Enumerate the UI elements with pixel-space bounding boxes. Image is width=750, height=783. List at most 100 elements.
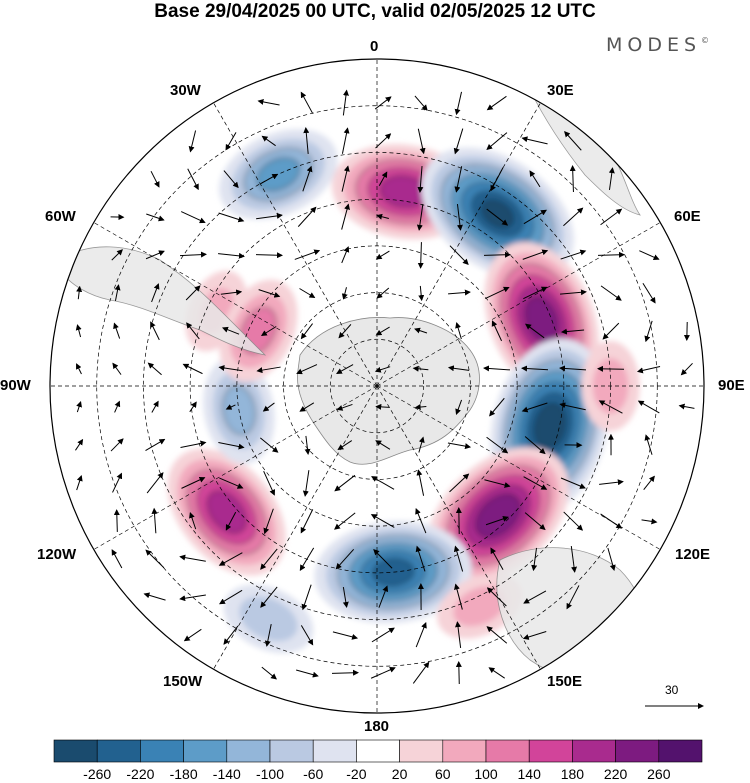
parallel-circle — [143, 152, 611, 620]
wind-vector-arrow — [416, 469, 425, 496]
wind-vector-arrow — [416, 204, 424, 231]
wind-vector-arrow — [418, 285, 425, 302]
colorbar-tick-label: -220 — [126, 766, 155, 782]
wind-vector-arrow — [490, 547, 504, 570]
wind-vector-arrow — [183, 628, 202, 642]
parallel-circle — [189, 198, 565, 574]
colorbar-cell — [442, 739, 487, 763]
wind-vector-arrow — [559, 402, 586, 411]
colorbar-cell — [615, 739, 660, 763]
wind-vector-arrow — [455, 322, 462, 340]
colorbar-tick-label: 140 — [517, 766, 541, 782]
wind-vector-arrow — [448, 289, 471, 296]
wind-vector-arrow — [335, 548, 355, 570]
wind-vector-arrow — [607, 547, 616, 571]
wind-vector-arrow — [374, 96, 392, 110]
anomaly-contour — [475, 493, 521, 538]
wind-vector-arrow — [570, 546, 578, 573]
colorbar-cell — [356, 739, 400, 763]
wind-vector-arrow — [486, 208, 509, 226]
wind-vector-arrow — [643, 475, 655, 490]
wind-vector-arrow — [143, 592, 166, 601]
wind-vector-arrow — [76, 285, 83, 300]
wind-vector-arrow — [641, 518, 658, 525]
wind-vector-arrow — [261, 666, 277, 680]
wind-vector-arrow — [608, 167, 615, 190]
wind-vector-arrow — [112, 362, 122, 375]
wind-vector-arrow — [302, 470, 310, 497]
wind-vector-arrow — [370, 667, 396, 679]
wind-vector-arrow — [179, 594, 206, 602]
wind-vector-arrow — [378, 585, 389, 608]
wind-vector-arrow — [375, 250, 390, 260]
wind-vector-arrow — [181, 477, 206, 489]
wind-vector-arrow — [189, 401, 197, 413]
colorbar-tick-label: 20 — [391, 766, 408, 782]
wind-vector-arrow — [151, 283, 160, 303]
wind-vector-arrow — [483, 251, 511, 258]
wind-vector-arrow — [597, 365, 625, 372]
wind-vector-arrow — [151, 507, 158, 534]
lon-label-150w: 150W — [163, 673, 203, 690]
parallel-circle — [329, 338, 425, 434]
wind-vector-arrow — [522, 631, 547, 640]
lon-label-90e: 90E — [718, 377, 745, 394]
meridian-line — [376, 385, 541, 670]
wind-vector-arrow — [225, 132, 237, 151]
wind-vector-arrow — [642, 283, 656, 304]
wind-vector-arrow — [223, 625, 239, 645]
wind-vector-arrow — [455, 660, 462, 685]
map-boundary — [49, 58, 705, 714]
wind-vector-arrow — [569, 165, 576, 193]
parallel-circle — [96, 105, 658, 667]
wind-vector-arrow — [371, 627, 395, 643]
wind-vector-arrow — [112, 472, 123, 493]
wind-vector-arrow — [336, 364, 354, 374]
wind-vector-arrow — [531, 547, 538, 572]
colorbar-cell — [399, 739, 444, 763]
colorbar-cell — [269, 739, 314, 763]
meridian-line — [213, 385, 378, 670]
wind-vector-arrow — [486, 132, 508, 151]
lon-label-0: 0 — [370, 38, 379, 55]
wind-vector-arrow — [375, 133, 392, 149]
wind-vector-arrow — [180, 440, 207, 449]
wind-vector-arrow — [218, 212, 245, 223]
wind-vector-arrow — [525, 323, 545, 339]
wind-vector-arrow — [255, 252, 283, 259]
wind-vector-arrow — [299, 288, 316, 299]
wind-vector-arrow — [483, 365, 511, 372]
wind-vector-arrow — [257, 98, 280, 106]
wind-vector-arrow — [187, 168, 199, 191]
wind-vector-arrow — [522, 249, 549, 260]
wind-vector-arrow — [524, 436, 546, 455]
wind-vector-arrow — [602, 322, 620, 340]
brand-logo: MODES© — [606, 34, 709, 56]
wind-vector-arrow — [221, 326, 240, 335]
wind-vector-arrow — [189, 511, 197, 530]
wind-vector-arrow — [114, 400, 121, 413]
wind-vector-arrow — [453, 545, 464, 572]
wind-vector-arrow — [147, 362, 162, 376]
wind-vector-arrow — [376, 287, 390, 299]
colorbar-cell — [528, 739, 573, 763]
wind-vector-arrow — [303, 127, 310, 154]
wind-vector-arrow — [263, 470, 276, 496]
wind-vector-arrow — [146, 472, 164, 494]
wind-vector-arrow — [114, 284, 121, 301]
wind-vector-arrow — [455, 621, 462, 648]
lon-label-120w: 120W — [37, 546, 77, 563]
wind-vector-arrow — [521, 365, 549, 372]
wind-vector-arrow — [185, 285, 201, 301]
wind-vector-arrow — [486, 436, 509, 454]
lon-label-150e: 150E — [547, 673, 583, 690]
meridian-line — [376, 385, 661, 550]
colorbar-tick-label: -260 — [83, 766, 112, 782]
wind-vector-arrow — [680, 362, 693, 376]
wind-vector-arrow — [597, 251, 625, 258]
wind-vector-arrow — [304, 435, 311, 456]
wind-vector-arrow — [454, 166, 463, 193]
wind-vector-arrow — [521, 402, 548, 413]
anomaly-contour — [239, 596, 298, 642]
colorbar-cell — [312, 739, 357, 763]
